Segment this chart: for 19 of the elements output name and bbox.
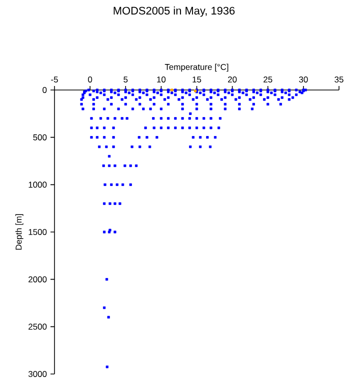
y-tick-label: 2500 xyxy=(28,324,47,330)
y-tick-label: 500 xyxy=(33,134,47,140)
x-tick-label: -5 xyxy=(51,76,58,82)
x-tick-label: 30 xyxy=(299,76,308,82)
x-axis-title: Temperature [°C] xyxy=(164,64,228,72)
x-tick-label: 5 xyxy=(124,76,128,82)
x-tick-label: 15 xyxy=(192,76,202,82)
x-tick-label: 10 xyxy=(157,76,166,82)
x-tick-label: 25 xyxy=(264,76,272,82)
y-tick-label: 1500 xyxy=(28,229,47,235)
y-tick-label: 1000 xyxy=(28,182,47,188)
y-tick-label: 2000 xyxy=(28,276,47,282)
y-axis-title: Depth [m] xyxy=(15,214,24,250)
x-tick-label: 20 xyxy=(228,76,237,82)
x-tick-label: 0 xyxy=(88,76,92,82)
chart-title: MODS2005 in May, 1936 xyxy=(114,6,235,17)
x-tick-label: 35 xyxy=(334,76,344,82)
y-tick-label: 3000 xyxy=(28,371,47,377)
y-tick-label: 0 xyxy=(42,87,47,93)
